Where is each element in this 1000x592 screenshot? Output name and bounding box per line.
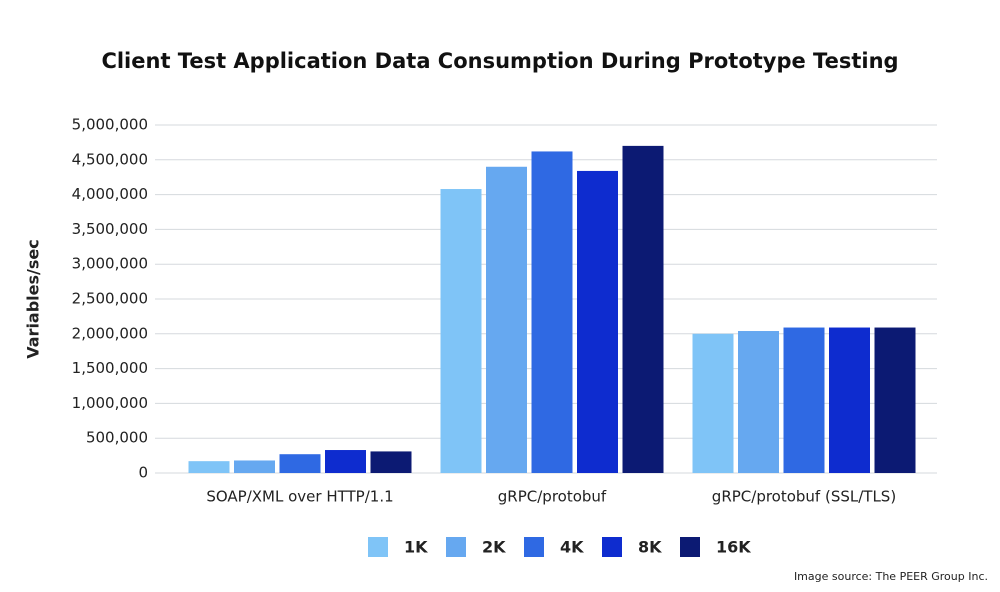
legend-swatch (524, 537, 544, 557)
y-tick-label: 1,000,000 (72, 394, 148, 412)
bar (486, 166, 527, 473)
bar (325, 450, 366, 473)
legend-swatch (602, 537, 622, 557)
bar (577, 170, 618, 473)
bar (279, 454, 321, 473)
legend-label: 4K (560, 538, 584, 557)
bar (692, 333, 734, 473)
bar (188, 461, 230, 473)
y-tick-label: 1,500,000 (72, 359, 148, 377)
y-tick-label: 500,000 (86, 429, 148, 447)
legend-swatch (446, 537, 466, 557)
bar (440, 189, 482, 474)
x-tick-label: gRPC/protobuf (SSL/TLS) (712, 488, 896, 506)
source-note: Image source: The PEER Group Inc. (794, 570, 988, 583)
bar (531, 151, 573, 473)
legend-label: 1K (404, 538, 428, 557)
legend-label: 2K (482, 538, 506, 557)
legend-label: 8K (638, 538, 662, 557)
bar (738, 331, 779, 473)
bar (370, 451, 412, 473)
legend-swatch (680, 537, 700, 557)
bar (874, 327, 916, 473)
legend-swatch (368, 537, 388, 557)
y-tick-label: 0 (138, 464, 148, 482)
y-tick-label: 5,000,000 (72, 116, 148, 134)
legend-label: 16K (716, 538, 751, 557)
y-tick-label: 2,500,000 (72, 290, 148, 308)
y-tick-label: 4,000,000 (72, 185, 148, 203)
x-tick-label: SOAP/XML over HTTP/1.1 (206, 488, 393, 506)
bar (622, 145, 664, 473)
y-tick-label: 4,500,000 (72, 150, 148, 168)
y-tick-label: 2,000,000 (72, 324, 148, 342)
y-tick-label: 3,000,000 (72, 255, 148, 273)
y-tick-label: 3,500,000 (72, 220, 148, 238)
bar (829, 327, 870, 473)
bar (783, 327, 825, 473)
chart-title: Client Test Application Data Consumption… (101, 49, 898, 73)
x-tick-label: gRPC/protobuf (498, 488, 607, 506)
bar (234, 460, 275, 473)
y-axis-label: Variables/sec (24, 239, 43, 359)
